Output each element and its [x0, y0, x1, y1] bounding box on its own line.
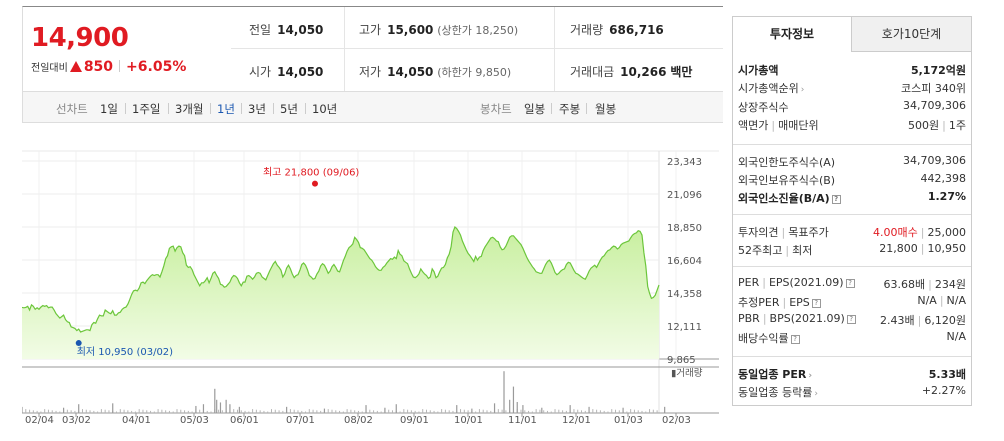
x-tick-label: 11/01 [508, 415, 537, 426]
help-icon[interactable]: ? [811, 299, 821, 308]
y-tick-label: 16,604 [667, 256, 702, 267]
y-tick-label: 9,865 [667, 355, 696, 366]
par-value-row: 액면가 | 매매단위 500원 | 1주 [738, 119, 966, 132]
x-tick-label: 09/01 [400, 415, 429, 426]
price-summary: 14,900 전일대비 850 +6.05% [22, 6, 231, 91]
low-label: 최저 10,950 (03/02) [77, 346, 173, 358]
price-change: 전일대비 850 +6.05% [31, 59, 186, 75]
industry-rate-row[interactable]: 동일업종 등락률 › +2.27% [738, 384, 966, 399]
candle-monthly[interactable]: 월봉 [595, 102, 617, 116]
x-tick-label: 01/03 [614, 415, 643, 426]
y-tick-label: 14,358 [667, 289, 702, 300]
help-icon[interactable]: ? [831, 195, 841, 204]
x-tick-label: 02/04 [25, 415, 54, 426]
current-price: 14,900 [31, 23, 129, 53]
week52-row: 52주최고 | 최저 21,800 | 10,950 [738, 242, 966, 257]
candle-daily[interactable]: 일봉 [524, 102, 546, 116]
price-stats: 전일 14,050 고가 15,600 (상한가 18,250) 거래량 686,71… [231, 6, 723, 92]
x-tick-label: 04/01 [122, 415, 151, 426]
volume: 거래량 686,716 [570, 23, 664, 37]
industry-per-row[interactable]: 동일업종 PER › 5.33배 [738, 368, 966, 381]
prev-close: 전일 14,050 [249, 23, 324, 37]
high-price: 고가 15,600 (상한가 18,250) [359, 23, 519, 37]
y-tick-label: 23,343 [667, 157, 702, 168]
foreign-ratio-row: 외국인소진율(B/A)? 1.27% [738, 190, 966, 205]
chevron-right-icon: › [800, 85, 805, 95]
pbr-bps-row: PBR | BPS(2021.09)? 2.43배 | 6,120원 [738, 312, 966, 327]
x-tick-label: 03/02 [62, 415, 91, 426]
foreign-limit-row: 외국인한도주식수(A) 34,709,306 [738, 154, 966, 169]
trade-amount: 거래대금 10,266 백만 [570, 65, 693, 79]
x-tick-label: 12/01 [562, 415, 591, 426]
change-amount: 850 [83, 59, 114, 75]
price-chart: 최고 21,800 (09/06) 최저 10,950 (03/02) 23,34… [22, 150, 719, 426]
x-tick-label: 07/01 [286, 415, 315, 426]
x-tick-label: 08/02 [344, 415, 373, 426]
est-per-eps-row: 추정PER | EPS? N/A | N/A [738, 294, 966, 309]
period-5y[interactable]: 5년 [280, 102, 298, 116]
foreign-hold-row: 외국인보유주식수(B) 442,398 [738, 172, 966, 187]
market-cap-section: 시가총액 5,172억원 시가총액순위 › 코스피 340위 상장주식수 34,709,… [733, 52, 971, 157]
chevron-right-icon: › [808, 371, 813, 381]
help-icon[interactable]: ? [790, 335, 800, 344]
per-eps-row: PER | EPS(2021.09)? 63.68배 | 234원 [738, 276, 966, 291]
x-tick-label: 06/01 [230, 415, 259, 426]
opinion-section: 투자의견 | 목표주가 4.00매수 | 25,000 52주최고 | 최저 21,800 | 10… [733, 214, 971, 264]
low-price: 저가 14,050 (하한가 9,850) [359, 65, 512, 79]
market-cap-rank-row[interactable]: 시가총액순위 › 코스피 340위 [738, 82, 966, 95]
high-label: 최고 21,800 (09/06) [263, 167, 359, 179]
tab-invest-info[interactable]: 투자정보 [733, 17, 852, 52]
x-tick-label: 05/03 [180, 415, 209, 426]
period-1d[interactable]: 1일 [100, 102, 118, 116]
period-1w[interactable]: 1주일 [132, 102, 161, 116]
chevron-right-icon: › [814, 389, 818, 399]
period-3m[interactable]: 3개월 [175, 102, 204, 116]
low-marker [75, 340, 82, 347]
help-icon[interactable]: ? [845, 279, 855, 288]
x-tick-label: 02/03 [662, 415, 691, 426]
period-3y[interactable]: 3년 [248, 102, 266, 116]
dividend-row: 배당수익률? N/A [738, 330, 966, 345]
line-chart-label: 선차트 [56, 102, 88, 116]
up-triangle-icon [69, 61, 82, 72]
volume-label: ▮거래량 [671, 367, 703, 379]
period-1y[interactable]: 1년 [217, 102, 235, 116]
y-tick-label: 12,111 [667, 322, 702, 333]
market-cap-row: 시가총액 5,172억원 [738, 64, 966, 77]
per-section: PER | EPS(2021.09)? 63.68배 | 234원 추정PER | EPS? N… [733, 266, 971, 356]
period-bar: 선차트 1일 1주일 3개월 1년 3년 5년 10년 봉차트 일봉 주봉 월봉 [22, 91, 723, 123]
open-price: 시가 14,050 [249, 65, 324, 79]
foreign-section: 외국인한도주식수(A) 34,709,306 외국인보유주식수(B) 442,398… [733, 144, 971, 224]
period-10y[interactable]: 10년 [312, 102, 338, 116]
investment-panel: 투자정보 호가10단계 시가총액 5,172억원 시가총액순위 › 코스피 340위 … [732, 16, 972, 406]
industry-section: 동일업종 PER › 5.33배 동일업종 등락률 › +2.27% [733, 356, 971, 406]
high-marker [311, 180, 318, 187]
x-tick-label: 10/01 [454, 415, 483, 426]
price-line [22, 225, 660, 333]
candle-weekly[interactable]: 주봉 [559, 102, 581, 116]
y-tick-label: 18,850 [667, 223, 702, 234]
price-area [22, 227, 659, 359]
candle-chart-label: 봉차트 [480, 102, 512, 116]
help-icon[interactable]: ? [846, 315, 856, 324]
listed-shares-row: 상장주식수 34,709,306 [738, 99, 966, 114]
change-percent: +6.05% [126, 59, 187, 75]
panel-tabs: 투자정보 호가10단계 [733, 17, 971, 52]
opinion-row: 투자의견 | 목표주가 4.00매수 | 25,000 [738, 226, 966, 239]
tab-orderbook[interactable]: 호가10단계 [852, 17, 971, 52]
change-label: 전일대비 [31, 63, 68, 74]
y-tick-label: 21,096 [667, 190, 702, 201]
